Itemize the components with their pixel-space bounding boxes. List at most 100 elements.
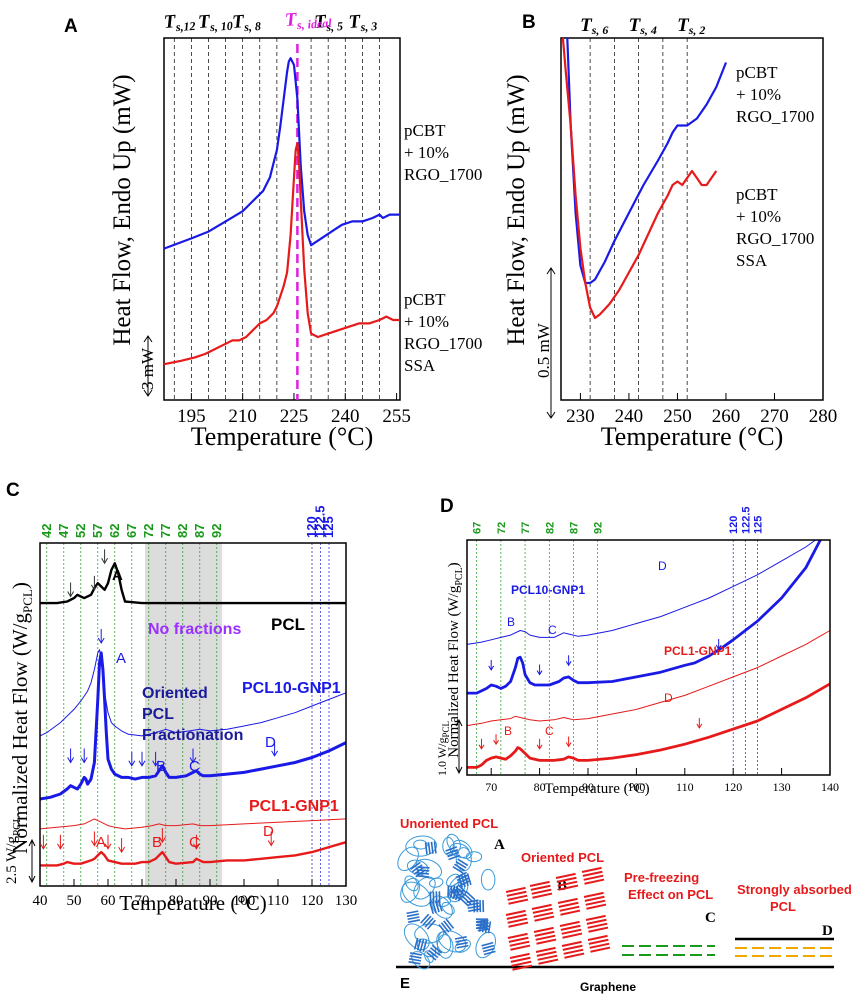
panel-d-green-tick-4: 87 [568, 522, 580, 534]
panel-c-x-tick-label-8: 120 [301, 893, 324, 909]
oriented-stack-9-1 [534, 930, 555, 937]
panel-c-series-line-1 [39, 649, 347, 737]
panel-a-x-label: Temperature (°C) [191, 422, 374, 451]
panel-c-arrow-head-11 [39, 843, 47, 850]
panel-a-top-label-2: Ts, 8 [232, 10, 262, 35]
panel-c-no-fraction-band [145, 543, 222, 886]
blob-stack-17-1 [467, 902, 480, 907]
panel-c-green-tick-0: 42 [39, 524, 54, 538]
panel-b-legend-red-1: pCBT [736, 185, 778, 204]
blob-stack-15-3 [408, 960, 421, 965]
panel-a-scale-arrows [143, 335, 153, 397]
panel-c-label-gnp1: PCL1-GNP1 [249, 798, 339, 815]
oriented-stack-2-1 [556, 876, 577, 883]
panel-c-oriented-note: Oriented PCL Fractionation [142, 685, 243, 744]
blob-stack-23-0 [445, 846, 458, 852]
panel-b-x-ticks: 230 240 250 260 270 280 [566, 393, 837, 427]
oriented-stack-1-2 [531, 888, 552, 895]
panel-c-green-tick-1: 47 [56, 524, 71, 538]
blob-loop-0 [441, 901, 455, 915]
blob-stack-21-2 [416, 872, 430, 875]
panel-b-x-tick-label-0: 230 [566, 406, 595, 427]
panel-d: 70 80 90 100 110 120 130 140 67 72 77 82 87 92 120 122… [435, 506, 839, 797]
unoriented-pcl-blob-icon [397, 833, 496, 970]
blob-stack-21-1 [417, 869, 430, 872]
oriented-stack-0-2 [507, 894, 528, 901]
blob-stack-1-1 [463, 893, 474, 903]
panel-d-arrow-head-4 [478, 744, 485, 750]
oriented-stack-2-3 [558, 884, 579, 891]
panel-a-scale-label: 3 mW [138, 347, 157, 390]
panel-b-top-label-4: Ts, 2 [677, 15, 705, 37]
panel-c-no-fractions: No fractions [148, 621, 241, 638]
blob-stack-20-2 [454, 863, 466, 872]
panel-d-series-line-3 [467, 682, 831, 769]
blob-loop-20 [446, 833, 461, 853]
panel-d-frame [466, 539, 831, 776]
blob-stack-11-3 [483, 950, 496, 956]
panel-d-y-label-sub: PCL [454, 567, 465, 585]
oriented-stack-4-3 [508, 921, 529, 928]
oriented-stack-11-2 [587, 922, 608, 929]
panel-c-y-label-text: Normalized Heat Flow (W/g [8, 613, 32, 854]
graphene-label: Graphene [580, 980, 636, 994]
oriented-stack-6-1 [558, 901, 579, 908]
panel-c-arrow-head-2 [101, 558, 109, 565]
panel-c-series-line-2 [39, 651, 347, 801]
oriented-stack-12-2 [511, 960, 532, 967]
blob-stack-1-0 [465, 890, 476, 901]
panel-a-top-label-sub-4: s, 3 [359, 19, 378, 34]
panel-c-x-tick-label-6: 100 [233, 893, 256, 909]
panel-letter-a: A [64, 16, 78, 37]
panel-a-legend-blue-1: pCBT [404, 121, 446, 140]
oriented-stack-6-0 [557, 897, 578, 904]
panel-c: 40 50 60 70 80 90 100 110 120 130 42 47 52 57 62 67 72 7… [4, 505, 357, 915]
oriented-stack-0-3 [508, 898, 529, 905]
blob-stack-14-1 [455, 938, 468, 943]
panel-c-arrow-head-5 [80, 757, 88, 764]
panel-c-oriented-2: PCL [142, 706, 174, 723]
panel-c-letter-d-red: D [263, 823, 274, 840]
blob-stack-6-2 [407, 916, 420, 921]
blob-stack-11-0 [481, 941, 494, 947]
oriented-stack-3-3 [584, 878, 605, 885]
blob-stack-15-2 [408, 958, 422, 962]
panel-c-arrow-head-16 [158, 836, 166, 844]
panel-d-arrows [478, 639, 722, 750]
oriented-stack-3-0 [581, 866, 602, 873]
blob-loop-24 [436, 934, 454, 959]
blob-stack-23-1 [446, 848, 459, 855]
oriented-stack-4-1 [506, 913, 527, 920]
panel-c-x-tick-label-9: 130 [335, 893, 358, 909]
panel-d-label-gnp1: PCL1-GNP1 [664, 644, 732, 658]
panel-a-top-label-0: Ts,12 [163, 10, 196, 35]
blob-loop-14 [400, 877, 420, 903]
panel-c-green-tick-9: 87 [192, 524, 207, 538]
oriented-stack-2-2 [557, 880, 578, 887]
panel-c-green-tick-10: 92 [209, 524, 224, 538]
oriented-stack-10-0 [559, 920, 580, 927]
panel-a-top-label-t-2: T [232, 11, 246, 33]
panel-c-arrow-head-12 [56, 843, 64, 850]
panel-d-green-tick-3: 82 [544, 522, 556, 534]
panel-b-top-label-0: Ts, 6 [580, 15, 608, 37]
panel-d-y-label-end: ) [446, 562, 462, 567]
panel-a-series-line-1 [163, 142, 400, 366]
blob-stack-18-1 [481, 920, 486, 933]
panel-a-ideal-label-t: T [284, 9, 298, 31]
blob-stack-11-2 [482, 947, 495, 953]
panel-c-x-tick-label-2: 60 [101, 893, 116, 909]
blob-stack-18-0 [478, 919, 483, 932]
panel-b-top-label-sub-2: s, 4 [639, 23, 657, 37]
panel-d-arrow-head-2 [565, 661, 572, 667]
blob-loop-1 [437, 896, 452, 908]
panel-c-letter-b-blue: B [156, 758, 166, 775]
panel-c-arrow-head-9 [189, 757, 197, 764]
blob-stack-5-0 [410, 861, 421, 870]
panel-c-blue-tick-0: 120 [304, 516, 319, 538]
blob-stack-24-0 [420, 913, 430, 924]
panel-letter-e: E [400, 975, 410, 992]
blob-stack-23-3 [448, 854, 461, 861]
